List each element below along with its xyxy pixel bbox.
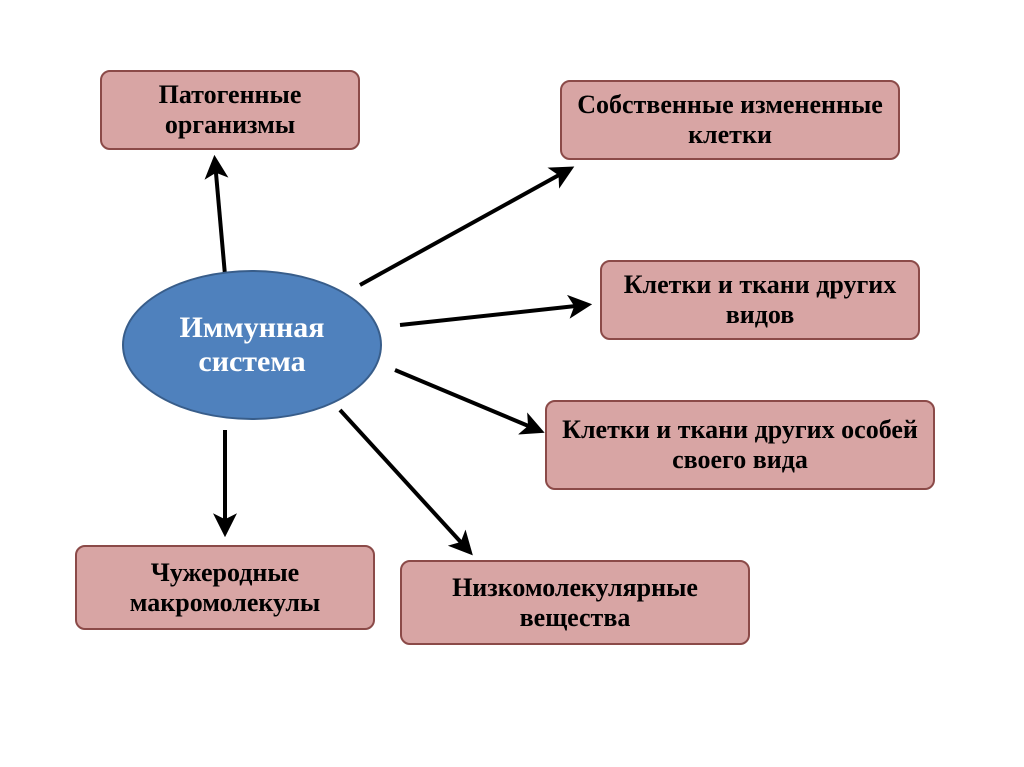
arrow-3 <box>395 370 538 430</box>
target-label: Низкомолекулярные вещества <box>416 573 734 633</box>
target-node-own-cells: Собственные измененные клетки <box>560 80 900 160</box>
target-label: Клетки и ткани других видов <box>616 270 904 330</box>
target-node-other-species: Клетки и ткани других видов <box>600 260 920 340</box>
target-label: Патогенные организмы <box>116 80 344 140</box>
arrow-5 <box>340 410 468 550</box>
target-label: Чужеродные макромолекулы <box>91 558 359 618</box>
center-node: Иммунная система <box>122 270 382 420</box>
target-node-lowmol: Низкомолекулярные вещества <box>400 560 750 645</box>
arrow-0 <box>215 162 225 275</box>
target-node-same-species: Клетки и ткани других особей своего вида <box>545 400 935 490</box>
target-label: Собственные измененные клетки <box>576 90 884 150</box>
target-node-pathogens: Патогенные организмы <box>100 70 360 150</box>
arrow-1 <box>360 170 568 285</box>
target-label: Клетки и ткани других особей своего вида <box>561 415 919 475</box>
target-node-macromol: Чужеродные макромолекулы <box>75 545 375 630</box>
arrow-2 <box>400 305 585 325</box>
center-label: Иммунная система <box>124 311 380 380</box>
